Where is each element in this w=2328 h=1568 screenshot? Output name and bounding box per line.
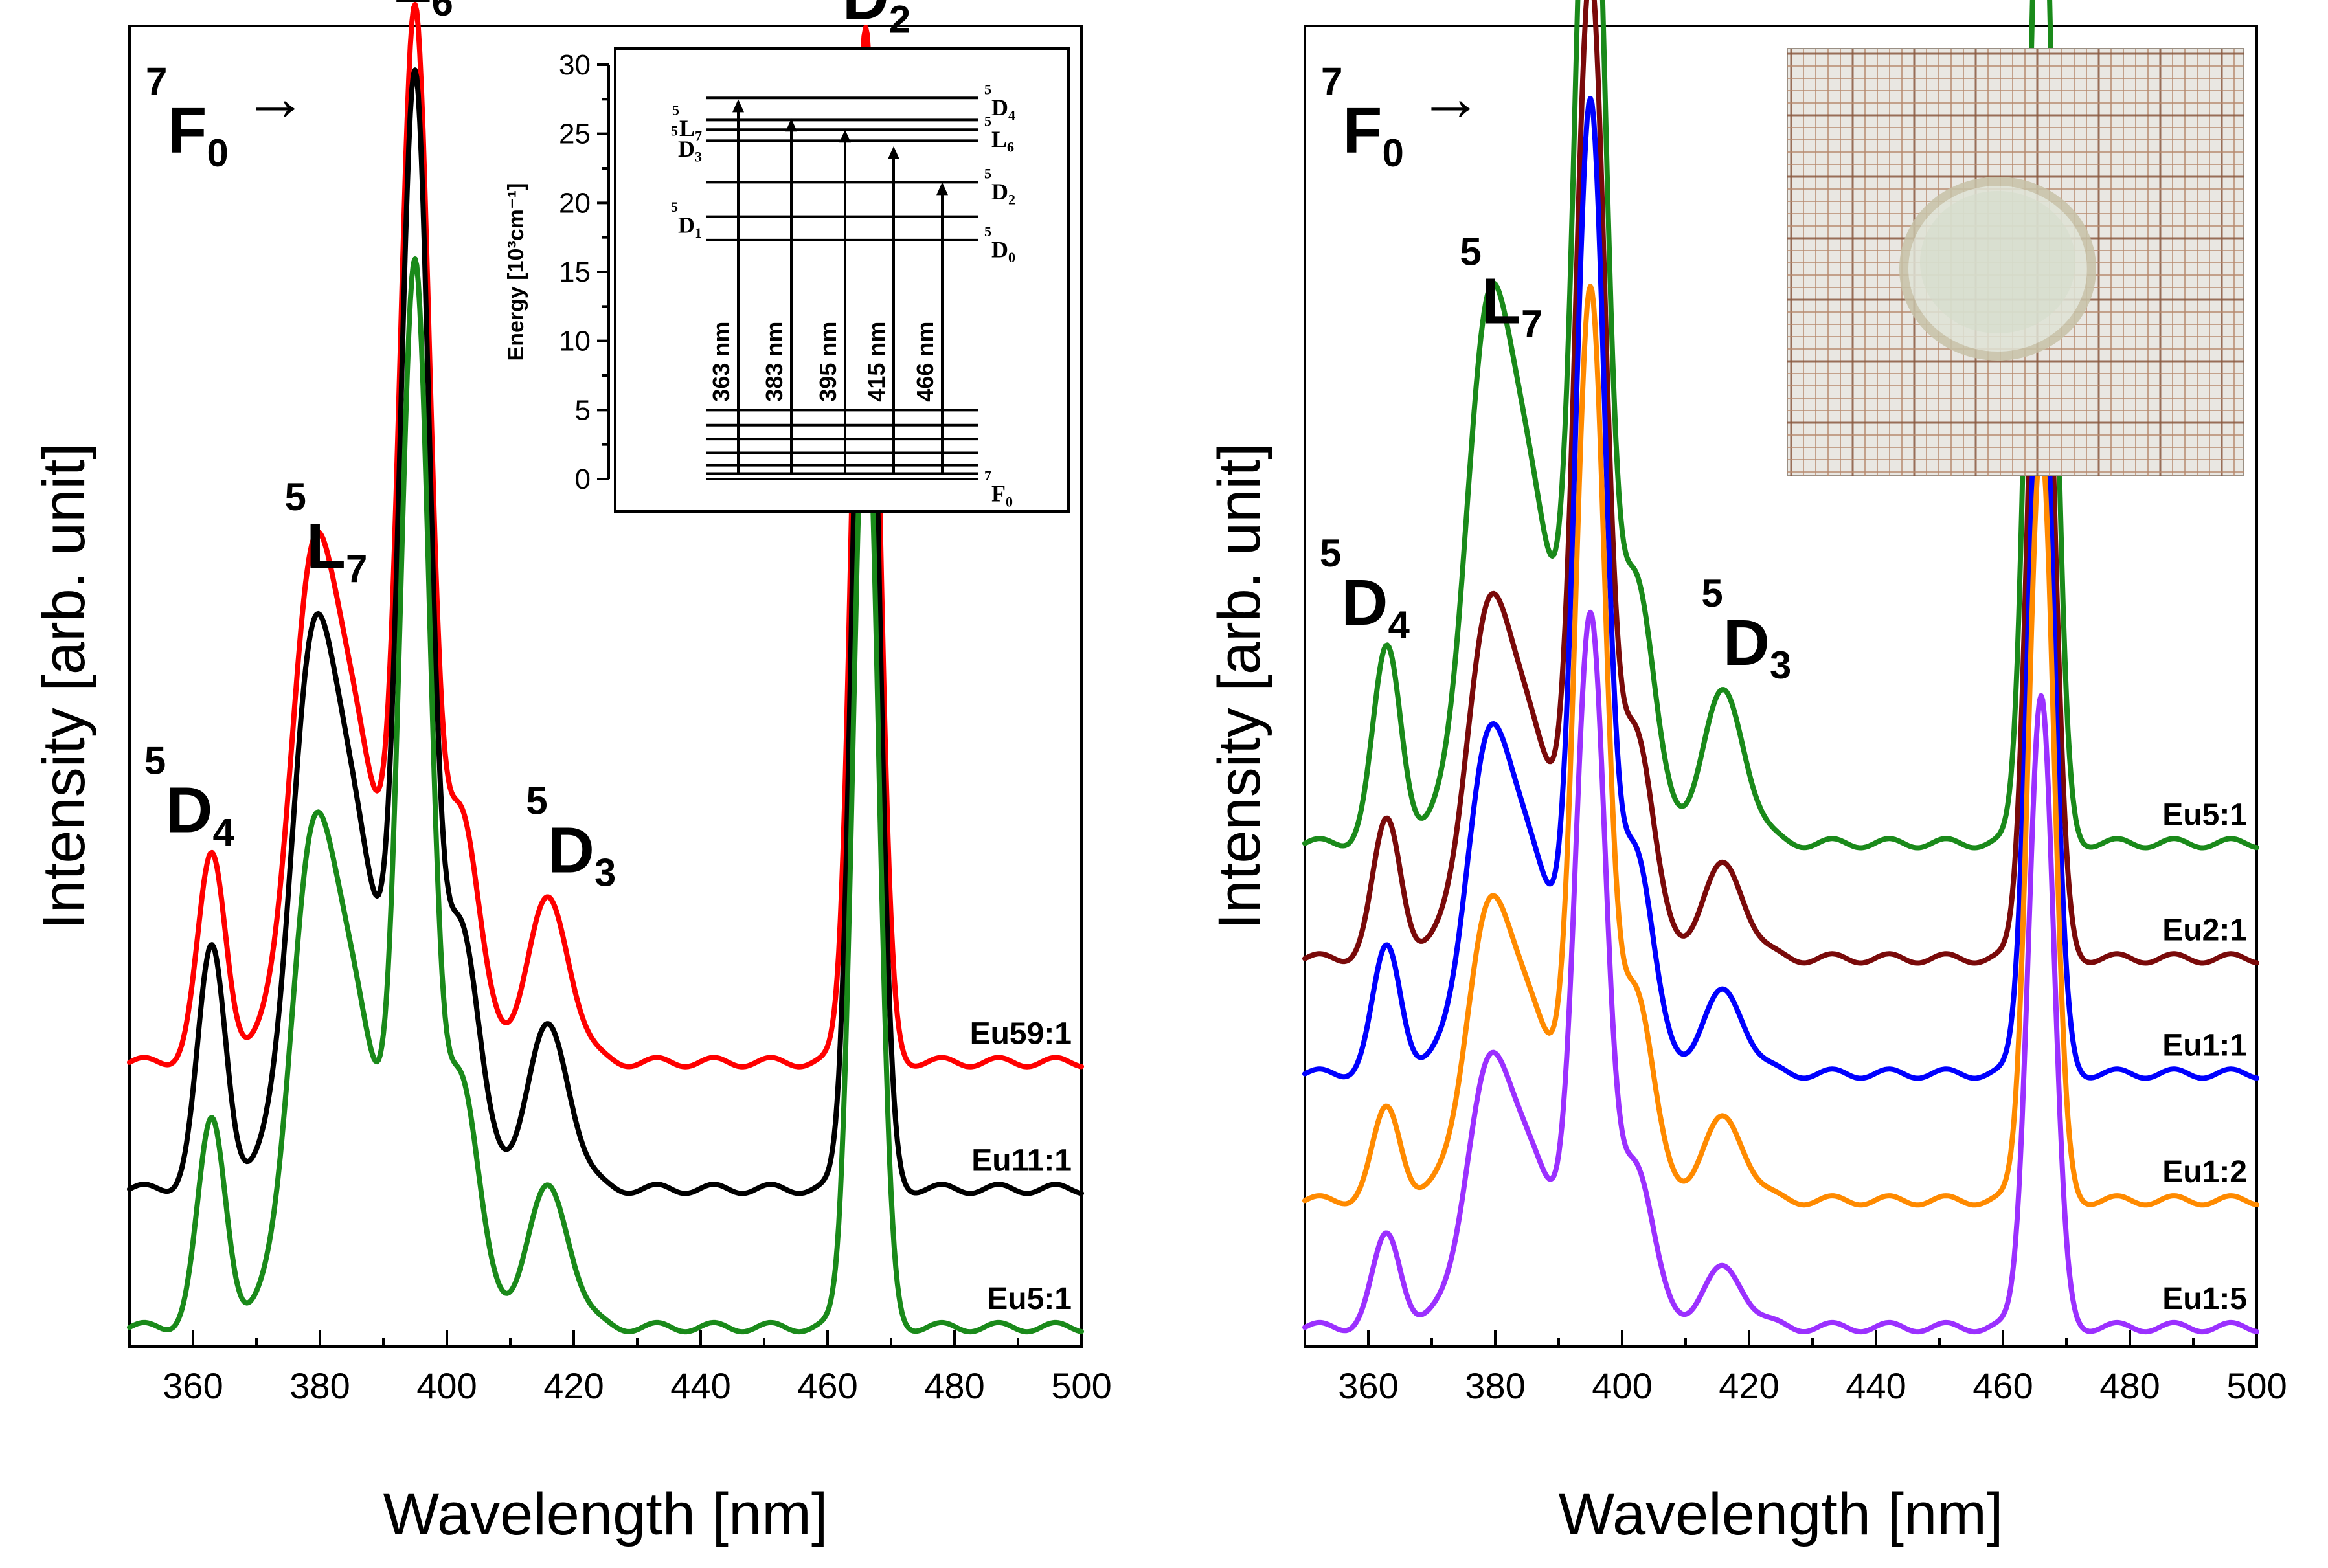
series-line-Eu2-1 [1302, 0, 2259, 966]
left-peak-labels: 5D4 5L7 5L6 5D3 5D2 [144, 0, 910, 894]
transition-arrow-head [785, 118, 797, 132]
level-label-5L7: 5L7 [672, 102, 702, 144]
x-tick-label: 380 [289, 1365, 350, 1406]
right-series-labels: Eu5:1 Eu2:1 Eu1:1 Eu1:2 Eu1:5 [2162, 798, 2247, 1316]
series-line-Eu11-1 [127, 67, 1084, 1196]
left-panel: 360 380 400 420 440 460 480 500 5D4 5L7 5L6 5D3 5D2… [31, 0, 1112, 1547]
series-line-Eu1-1 [1302, 95, 2259, 1081]
transition-arrow-head [936, 182, 948, 196]
series-label: Eu2:1 [2162, 913, 2247, 947]
series-line-Eu1-2 [1302, 284, 2259, 1208]
x-tick-label: 500 [1051, 1365, 1111, 1406]
x-tick-label: 360 [163, 1365, 223, 1406]
x-tick-label: 460 [1972, 1365, 2033, 1406]
x-tick-label: 500 [2226, 1365, 2287, 1406]
right-title-prefix: 7F0→ [1321, 60, 1483, 175]
x-tick-label: 420 [1719, 1365, 1779, 1406]
transition-label: 383 nm [761, 322, 787, 402]
sample-photo-inset [1787, 48, 2244, 476]
level-label-5D3: 5D3 [671, 123, 702, 165]
level-label-7F0: 7F0 [984, 467, 1013, 510]
peak-label-5D3: 5D3 [1701, 572, 1791, 687]
title-term: 7F0 [146, 60, 229, 175]
right-x-axis-title: Wavelength [nm] [1559, 1481, 2004, 1547]
level-label-5D2: 5D2 [984, 166, 1015, 208]
x-tick-label: 460 [797, 1365, 857, 1406]
right-y-axis-title: Intensity [arb. unit] [1206, 443, 1272, 930]
series-label: Eu5:1 [2162, 798, 2247, 832]
series-label: Eu59:1 [970, 1017, 1072, 1051]
x-tick-label: 360 [1338, 1365, 1398, 1406]
x-tick-label: 420 [543, 1365, 604, 1406]
peak-label-5D3: 5D3 [526, 779, 616, 894]
series-line-Eu5-1 [127, 256, 1084, 1335]
inset-frame [614, 47, 1070, 513]
x-tick-label: 440 [1846, 1365, 1906, 1406]
right-curves [1302, 0, 2259, 1335]
peak-label-5D2: 5D2 [820, 0, 910, 41]
left-y-axis-title: Intensity [arb. unit] [31, 443, 97, 930]
series-line-Eu59-1 [127, 1, 1084, 1070]
level-label-5D4: 5D4 [984, 81, 1015, 123]
level-label-5D1: 5D1 [671, 199, 702, 241]
transition-arrow-head [732, 99, 744, 113]
right-x-ticks: 360 380 400 420 440 460 480 500 [1304, 1330, 2287, 1406]
inset-y-tick-label: 25 [559, 118, 591, 150]
level-label-5D0: 5D0 [984, 223, 1015, 265]
x-tick-label: 480 [924, 1365, 984, 1406]
right-plot-frame [1304, 25, 2258, 1348]
peak-label-5D4: 5D4 [144, 739, 235, 854]
level-label-5L6: 5L6 [984, 113, 1014, 155]
peak-label-5L6: 5L6 [370, 0, 453, 24]
transition-label: 363 nm [708, 322, 734, 402]
series-line-Eu5-1 [1302, 0, 2259, 851]
series-label: Eu11:1 [971, 1143, 1072, 1178]
inset-y-tick-label: 30 [559, 49, 591, 81]
series-label: Eu1:5 [2162, 1282, 2247, 1316]
title-term: 7F0 [1321, 60, 1404, 175]
x-tick-label: 440 [670, 1365, 730, 1406]
left-series-labels: Eu59:1 Eu11:1 Eu5:1 [970, 1017, 1072, 1316]
transition-label: 415 nm [863, 322, 890, 402]
title-arrow: → [243, 62, 308, 134]
peak-label-5L7: 5L7 [1460, 230, 1543, 345]
transition-arrow-head [839, 129, 851, 143]
left-x-ticks: 360 380 400 420 440 460 480 500 [128, 1330, 1112, 1406]
inset-y-tick-label: 20 [559, 187, 591, 219]
peak-label-5L7: 5L7 [284, 475, 367, 590]
title-arrow: → [1418, 62, 1483, 134]
inset-y-tick-label: 15 [559, 256, 591, 288]
transition-label: 466 nm [912, 322, 938, 402]
x-tick-label: 380 [1465, 1365, 1525, 1406]
series-line-Eu1-5 [1302, 609, 2259, 1335]
left-x-axis-title: Wavelength [nm] [383, 1481, 828, 1547]
inset-y-tick-label: 10 [559, 326, 591, 357]
glass-sample-inner [1920, 191, 2075, 333]
right-peak-labels: 5D45L75L65D35D2 [1320, 230, 1791, 687]
peak-label-5D4: 5D4 [1320, 532, 1410, 647]
left-plot-frame [128, 25, 1083, 1348]
transition-label: 395 nm [815, 322, 841, 402]
inset-y-tick-label: 0 [575, 464, 591, 495]
x-tick-label: 400 [416, 1365, 477, 1406]
series-label: Eu5:1 [987, 1282, 1072, 1316]
inset-y-axis-title: Energy [10³cm⁻¹] [504, 183, 528, 361]
inset-y-tick-label: 5 [575, 394, 591, 426]
left-title-prefix: 7F0→ [146, 60, 308, 175]
series-label: Eu1:2 [2162, 1155, 2247, 1189]
series-label: Eu1:1 [2162, 1028, 2247, 1062]
x-tick-label: 400 [1592, 1365, 1652, 1406]
transition-arrow-head [888, 146, 899, 159]
left-curves [127, 1, 1084, 1335]
x-tick-label: 480 [2099, 1365, 2160, 1406]
